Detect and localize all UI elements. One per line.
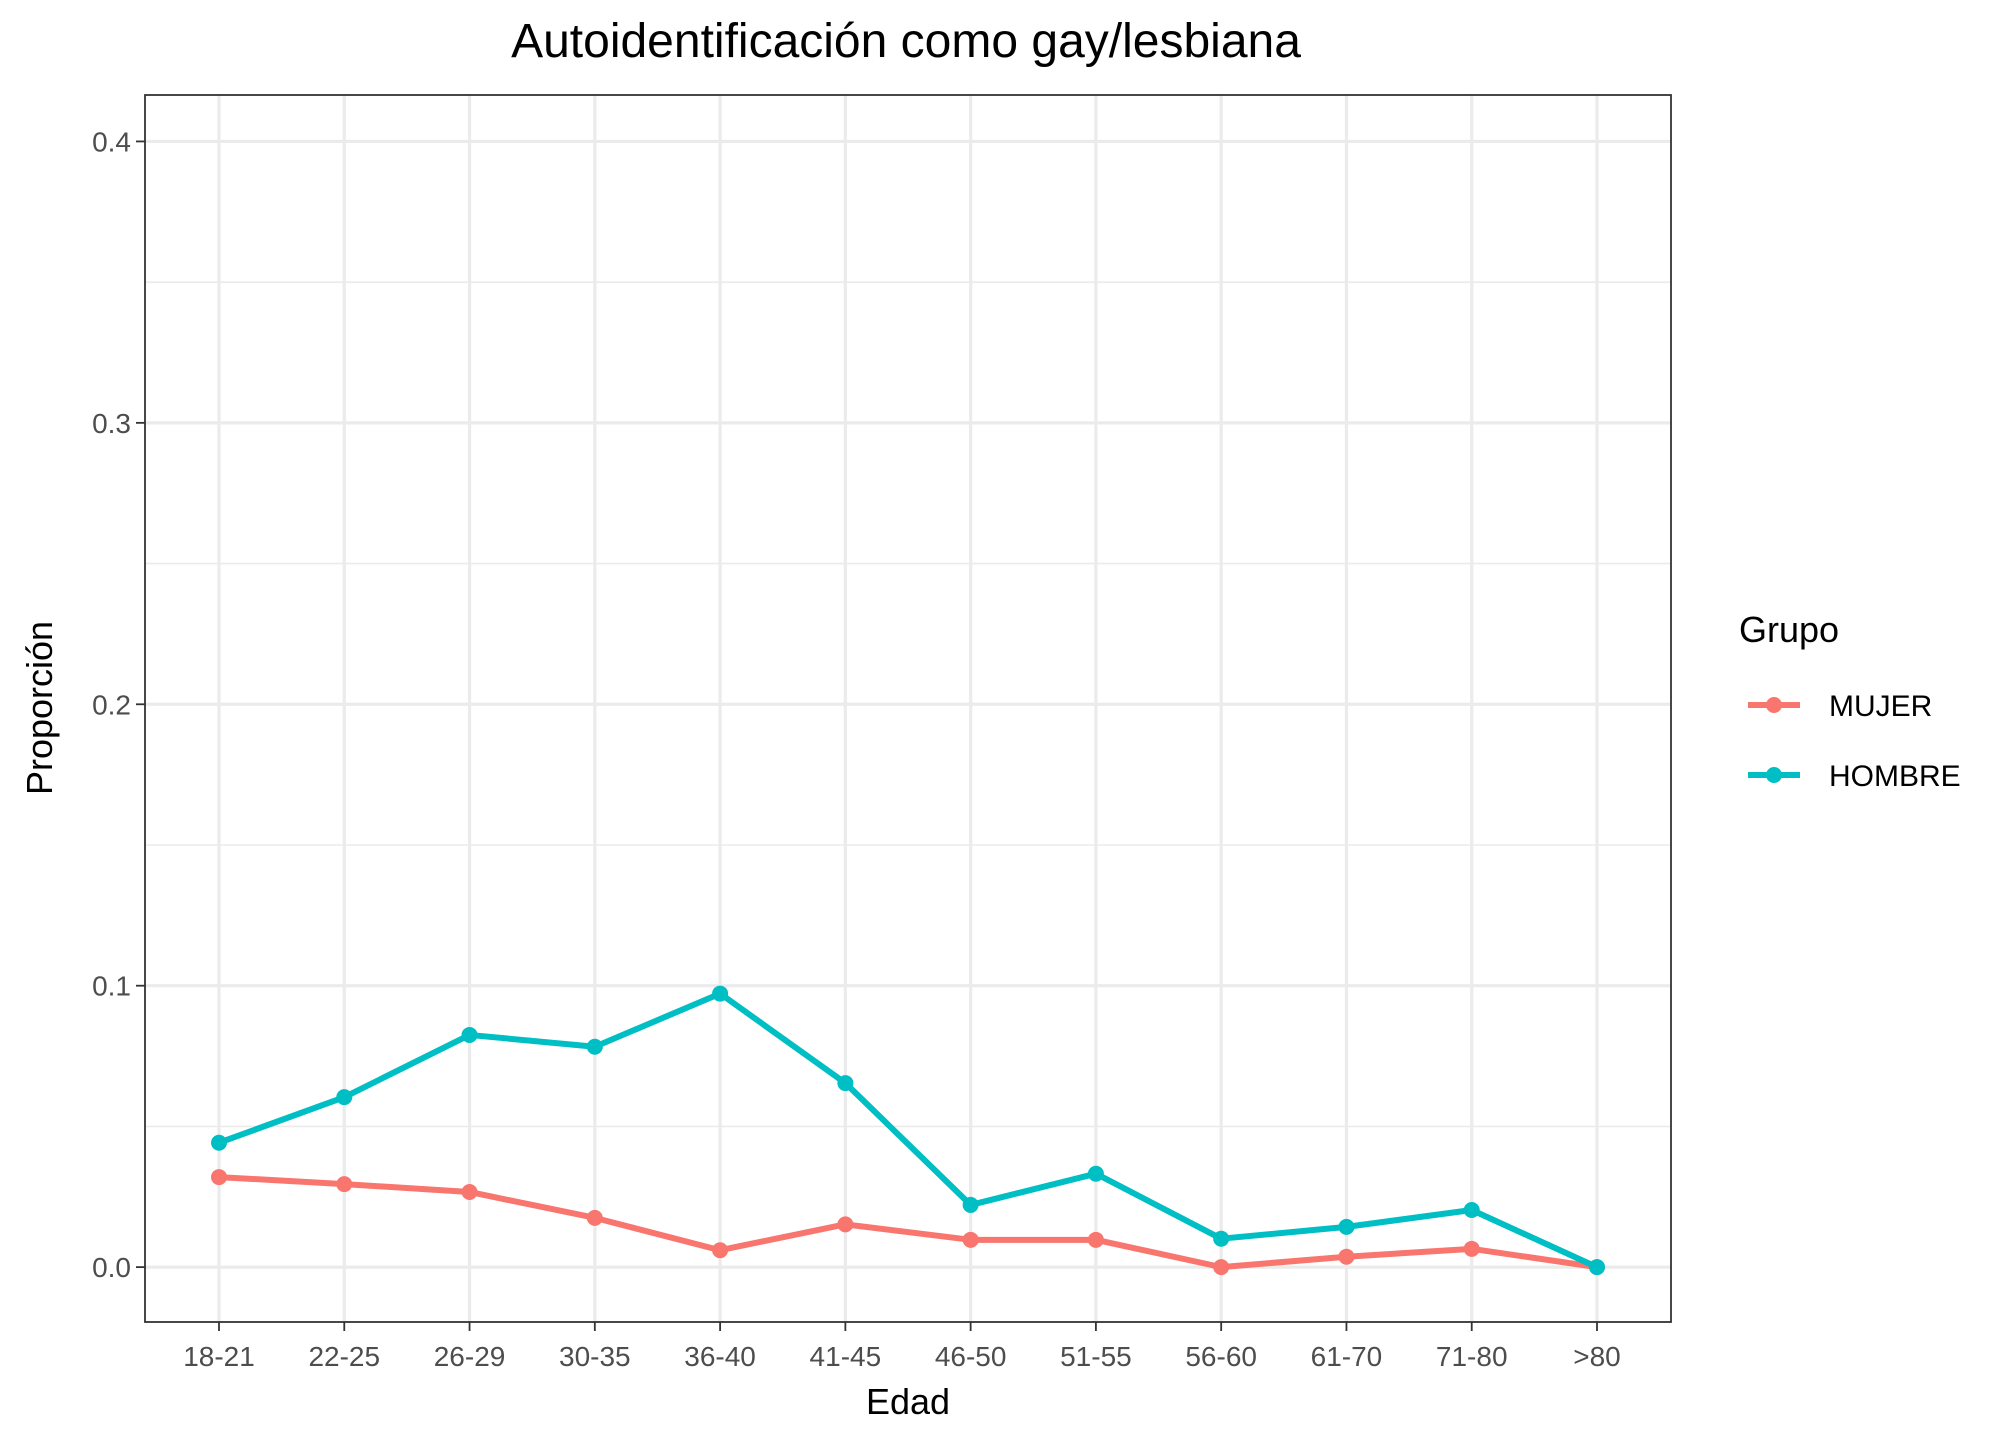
series-line bbox=[218, 1174, 1598, 1271]
x-tick-label: 18-21 bbox=[183, 1341, 255, 1372]
data-point bbox=[336, 1089, 353, 1106]
data-point bbox=[962, 1231, 979, 1248]
x-tick-label: 51-55 bbox=[1060, 1341, 1132, 1372]
series-hombre bbox=[211, 985, 1605, 1276]
data-point bbox=[211, 1134, 227, 1151]
data-point bbox=[1338, 1218, 1355, 1235]
data-point bbox=[461, 1183, 478, 1200]
series-mujer bbox=[211, 1169, 1605, 1276]
data-point bbox=[1589, 1259, 1605, 1276]
legend-key-point bbox=[1766, 767, 1782, 783]
data-point bbox=[712, 985, 729, 1002]
legend: Grupo MUJER HOMBRE bbox=[1739, 609, 1961, 793]
data-point bbox=[586, 1038, 603, 1055]
x-tick-label: >80 bbox=[1573, 1341, 1621, 1372]
x-tick-label: 30-35 bbox=[559, 1341, 631, 1372]
legend-item-mujer: MUJER bbox=[1748, 690, 1932, 723]
data-point bbox=[1087, 1165, 1104, 1182]
legend-label: MUJER bbox=[1829, 690, 1932, 723]
series-group bbox=[211, 985, 1605, 1276]
data-point bbox=[962, 1196, 979, 1213]
data-point bbox=[1087, 1231, 1104, 1248]
data-point bbox=[1463, 1240, 1480, 1257]
x-axis: 18-21 22-25 26-29 30-35 36-40 41-45 46-50 51-55… bbox=[183, 1322, 1621, 1372]
data-point bbox=[1463, 1201, 1480, 1218]
data-point bbox=[837, 1216, 854, 1233]
y-tick-label: 0.1 bbox=[92, 971, 131, 1002]
panel-border bbox=[144, 94, 1672, 1323]
data-point bbox=[712, 1242, 729, 1259]
legend-key-point bbox=[1766, 697, 1782, 713]
x-tick-label: 71-80 bbox=[1436, 1341, 1508, 1372]
data-point bbox=[1338, 1248, 1355, 1265]
y-axis-title: Proporción bbox=[19, 621, 60, 795]
y-axis: 0.0 0.1 0.2 0.3 0.4 bbox=[92, 126, 145, 1283]
data-point bbox=[1213, 1259, 1230, 1276]
x-tick-label: 41-45 bbox=[810, 1341, 882, 1372]
data-point bbox=[461, 1026, 478, 1043]
grid bbox=[145, 95, 1671, 1322]
y-tick-label: 0.2 bbox=[92, 689, 131, 720]
data-point bbox=[211, 1169, 227, 1186]
legend-item-hombre: HOMBRE bbox=[1748, 760, 1961, 793]
x-tick-label: 22-25 bbox=[308, 1341, 380, 1372]
x-tick-label: 46-50 bbox=[935, 1341, 1007, 1372]
x-tick-label: 36-40 bbox=[684, 1341, 756, 1372]
x-tick-label: 26-29 bbox=[434, 1341, 506, 1372]
y-tick-label: 0.0 bbox=[92, 1252, 131, 1283]
series-line bbox=[217, 990, 1599, 1270]
x-tick-label: 61-70 bbox=[1311, 1341, 1383, 1372]
data-point bbox=[1213, 1230, 1230, 1247]
y-tick-label: 0.4 bbox=[92, 126, 131, 157]
legend-title: Grupo bbox=[1739, 609, 1839, 650]
x-axis-title: Edad bbox=[866, 1381, 950, 1422]
data-point bbox=[336, 1176, 353, 1193]
x-tick-label: 56-60 bbox=[1185, 1341, 1257, 1372]
legend-label: HOMBRE bbox=[1829, 760, 1961, 793]
data-point bbox=[586, 1209, 603, 1226]
y-tick-label: 0.3 bbox=[92, 408, 131, 439]
chart-title: Autoidentificación como gay/lesbiana bbox=[511, 15, 1301, 68]
data-point bbox=[837, 1075, 854, 1092]
